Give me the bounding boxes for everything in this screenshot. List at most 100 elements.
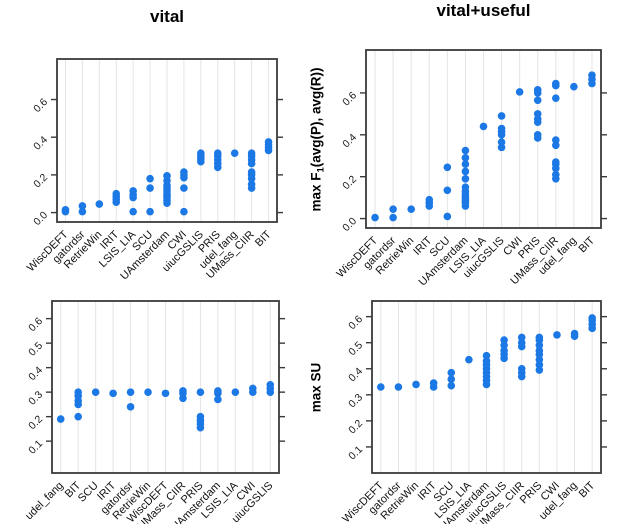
- data-point: [371, 213, 379, 222]
- data-point: [247, 180, 256, 189]
- panel-title-vital-useful: vital+useful: [436, 1, 531, 20]
- panel-title-vital: vital: [149, 7, 185, 26]
- y-tick-label: 0.5: [26, 340, 45, 359]
- data-point: [214, 395, 222, 404]
- category-label-udel_fang: udel_fang: [23, 480, 66, 523]
- data-point: [443, 163, 452, 172]
- data-point: [112, 189, 121, 198]
- data-point: [535, 341, 544, 350]
- y-tick-label: 0.2: [340, 173, 359, 192]
- data-point: [109, 389, 117, 398]
- data-point: [482, 357, 491, 365]
- data-point: [161, 389, 170, 398]
- data-point: [461, 183, 470, 191]
- data-point: [497, 143, 506, 152]
- y-tick-label: 0.2: [31, 171, 50, 190]
- data-point: [588, 71, 596, 79]
- data-point: [500, 336, 508, 344]
- data-point: [479, 122, 488, 131]
- data-point: [535, 361, 544, 369]
- y-tick-label: 0.4: [346, 365, 365, 384]
- data-point: [264, 138, 273, 146]
- data-point: [249, 384, 257, 393]
- data-point: [213, 149, 222, 158]
- data-point: [180, 184, 188, 192]
- y-tick-label: 0.2: [26, 413, 45, 432]
- data-point: [500, 346, 508, 355]
- data-point: [497, 138, 506, 146]
- panel-f1-vital-useful: 0.00.20.40.6WiscDEFTgatordsrRetrieWinIRI…: [335, 49, 607, 289]
- y-tick-label: 0.6: [31, 96, 50, 115]
- data-point: [552, 141, 560, 150]
- data-point: [196, 388, 205, 396]
- data-point: [78, 207, 87, 216]
- data-point: [146, 174, 154, 183]
- data-point: [78, 202, 87, 210]
- y-tick-label: 0.1: [346, 443, 365, 462]
- data-point: [56, 415, 65, 423]
- data-point: [91, 388, 100, 396]
- y-tick-label: 0.6: [340, 89, 359, 108]
- data-point: [179, 387, 187, 395]
- data-point: [447, 368, 456, 377]
- data-point: [61, 205, 70, 214]
- data-point: [482, 351, 491, 360]
- plot-box: [56, 58, 278, 223]
- y-tick-label: 0.4: [31, 134, 50, 153]
- data-point: [461, 154, 470, 162]
- y-tick-label: 0.4: [26, 364, 45, 383]
- data-point: [461, 174, 470, 183]
- data-point: [146, 184, 154, 192]
- data-point: [429, 379, 438, 387]
- data-point: [443, 186, 452, 195]
- data-point: [214, 387, 222, 395]
- data-point: [588, 314, 596, 322]
- data-point: [180, 168, 188, 176]
- category-label-BIT: BIT: [576, 234, 597, 255]
- plot-box: [371, 300, 602, 474]
- data-point: [129, 187, 137, 195]
- data-point: [425, 195, 434, 204]
- data-point: [535, 346, 544, 355]
- data-point: [126, 403, 135, 411]
- data-point: [126, 388, 135, 396]
- category-label-BIT: BIT: [577, 479, 598, 500]
- data-point: [535, 366, 544, 374]
- data-point: [552, 170, 560, 179]
- data-point: [535, 333, 544, 342]
- data-point: [231, 388, 240, 396]
- category-label-BIT: BIT: [253, 228, 274, 249]
- y-tick-label: 0.2: [346, 417, 365, 436]
- data-point: [533, 96, 542, 105]
- data-point: [517, 338, 526, 347]
- data-point: [74, 412, 82, 421]
- y-tick-label: 0.6: [26, 315, 45, 334]
- data-point: [552, 79, 560, 88]
- data-point: [230, 149, 239, 158]
- data-point: [461, 146, 470, 155]
- data-point: [144, 388, 152, 396]
- y-tick-label: 0.5: [346, 339, 365, 358]
- y-tick-label: 0.4: [340, 131, 359, 150]
- data-point: [553, 331, 561, 339]
- data-point: [552, 136, 560, 144]
- data-point: [407, 205, 415, 213]
- data-point: [247, 168, 256, 176]
- data-point: [500, 341, 508, 350]
- panel-su-vital-useful: 0.10.20.30.40.50.6WiscDEFTgatordsrRetrie…: [340, 300, 607, 524]
- data-point: [461, 167, 470, 176]
- data-point: [517, 333, 526, 342]
- plot-box: [51, 300, 280, 474]
- data-point: [552, 158, 560, 166]
- data-point: [129, 207, 137, 216]
- data-point: [389, 205, 397, 213]
- panel-su-vital: 0.10.20.30.40.50.6udel_fangBITSCUIRITgat…: [23, 300, 285, 524]
- data-point: [533, 85, 542, 94]
- data-point: [163, 172, 171, 180]
- plot-box: [365, 49, 602, 229]
- data-point: [443, 212, 452, 221]
- data-point: [377, 383, 385, 391]
- data-point: [196, 412, 205, 421]
